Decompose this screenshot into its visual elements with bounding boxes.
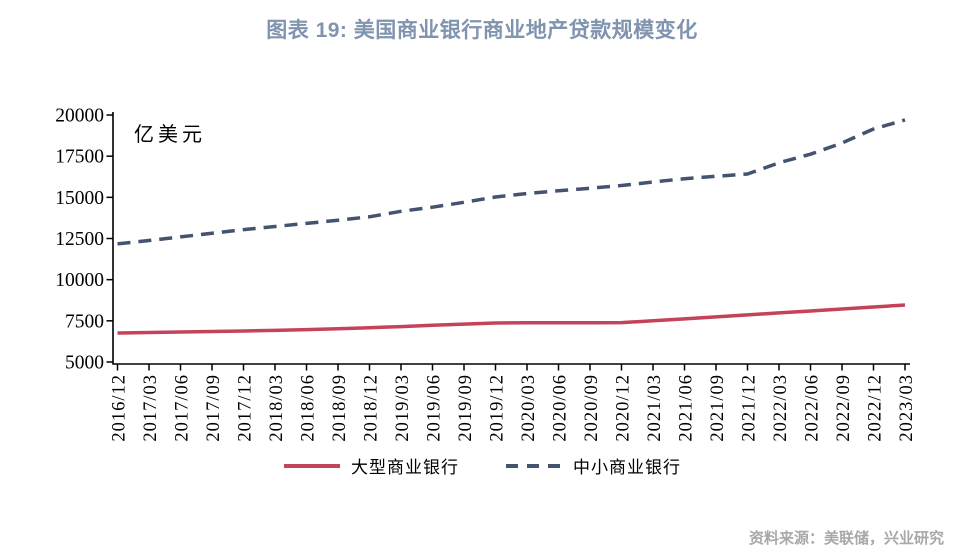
x-tick-label: 2019/06 <box>425 374 445 442</box>
x-tick-label: 2019/12 <box>488 374 508 442</box>
x-tick-label: 2022/12 <box>866 374 886 442</box>
y-axis-unit-label: 亿美元 <box>134 124 206 146</box>
chart-title: 图表 19: 美国商业银行商业地产贷款规模变化 <box>266 19 698 42</box>
x-tick-label: 2017/03 <box>141 374 161 442</box>
legend-dashed-line-swatch <box>506 463 562 468</box>
x-tick-label: 2017/06 <box>173 374 193 442</box>
x-tick-label: 2019/03 <box>393 374 413 442</box>
y-tick-label: 10000 <box>55 270 104 291</box>
x-tick-label: 2018/12 <box>362 374 382 442</box>
x-tick-label: 2021/09 <box>708 374 728 442</box>
source-note: 资料来源：美联储，兴业研究 <box>748 530 944 547</box>
x-tick-label: 2022/09 <box>834 374 854 442</box>
legend-label: 中小商业银行 <box>573 458 681 477</box>
y-tick-label: 12500 <box>55 229 104 250</box>
y-tick-label: 17500 <box>55 147 104 168</box>
axis-lines <box>112 112 910 365</box>
y-tick-label: 5000 <box>65 353 104 374</box>
x-tick-label: 2018/03 <box>267 374 287 442</box>
y-tick-label: 20000 <box>55 106 104 127</box>
x-tick-label: 2020/12 <box>614 374 634 442</box>
series-line-small-banks <box>117 118 906 246</box>
x-tick-label: 2020/09 <box>582 374 602 442</box>
x-tick-label: 2017/09 <box>204 374 224 442</box>
x-tick-label: 2016/12 <box>110 374 130 442</box>
x-axis-ticks: 2016/12 2017/03 2017/06 2017/09 2017/12 2018/… <box>110 364 917 442</box>
legend-item: 中小商业银行 <box>505 453 681 478</box>
x-tick-label: 2017/12 <box>236 374 256 442</box>
legend-label: 大型商业银行 <box>351 458 459 477</box>
legend-item: 大型商业银行 <box>283 453 459 478</box>
x-tick-label: 2020/03 <box>519 374 539 442</box>
x-tick-label: 2018/06 <box>299 374 319 442</box>
y-tick-label: 15000 <box>55 188 104 209</box>
chart-legend: 大型商业银行 中小商业银行 <box>0 453 964 478</box>
legend-solid-line-swatch <box>284 463 340 468</box>
x-tick-label: 2021/03 <box>645 374 665 442</box>
x-tick-label: 2018/09 <box>330 374 350 442</box>
series-line-large-banks <box>117 303 906 335</box>
y-tick-label: 7500 <box>65 311 104 332</box>
x-tick-label: 2019/09 <box>456 374 476 442</box>
x-tick-label: 2021/12 <box>740 374 760 442</box>
y-axis-ticks: 5000 7500 10000 12500 15000 17500 20000 <box>55 106 113 374</box>
x-tick-label: 2022/03 <box>771 374 791 442</box>
line-chart-canvas: 5000 7500 10000 12500 15000 17500 20000 2016/12… <box>55 106 917 442</box>
x-tick-label: 2023/03 <box>897 374 917 442</box>
x-tick-label: 2022/06 <box>803 374 823 442</box>
x-tick-label: 2020/06 <box>551 374 571 442</box>
x-tick-label: 2021/06 <box>677 374 697 442</box>
